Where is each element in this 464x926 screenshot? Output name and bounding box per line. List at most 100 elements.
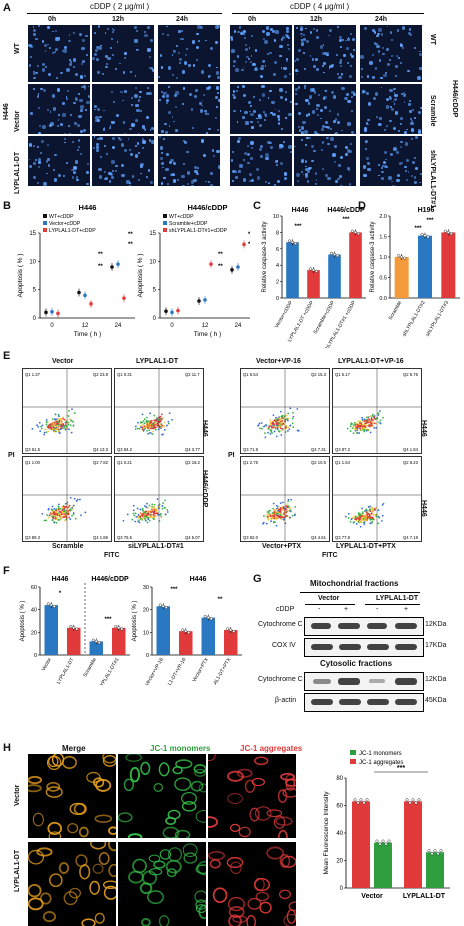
flow-event bbox=[40, 425, 43, 428]
flow-event bbox=[274, 521, 276, 524]
flow-event bbox=[266, 515, 269, 518]
flow-event bbox=[287, 509, 289, 512]
quadrant-label: Q4 1.84 bbox=[403, 447, 419, 452]
flow-event bbox=[36, 424, 38, 427]
flow-event bbox=[260, 422, 263, 424]
flow-event bbox=[72, 504, 75, 507]
flow-event bbox=[344, 515, 347, 518]
cell-outline bbox=[198, 783, 206, 793]
flow-event bbox=[363, 418, 366, 421]
flow-event bbox=[294, 506, 297, 508]
flow-event bbox=[374, 514, 377, 517]
flow-event bbox=[132, 512, 135, 515]
flow-event bbox=[139, 517, 142, 520]
panel-a-left-row-2: Vector bbox=[14, 110, 21, 132]
cell-outline bbox=[247, 898, 262, 910]
wb-row-label-3: Cytochrome C bbox=[258, 676, 303, 683]
flow-event bbox=[277, 419, 279, 422]
cell-outline bbox=[28, 883, 42, 898]
flow-event bbox=[57, 508, 60, 511]
replicate-point bbox=[384, 842, 388, 846]
flow-event bbox=[59, 432, 61, 435]
flow-event bbox=[285, 514, 288, 517]
flow-plot-2: Q1 0.31 Q2 11.7 Q3 84.2 Q4 3.77 bbox=[114, 368, 204, 454]
flow-event bbox=[53, 520, 55, 523]
flow-event bbox=[373, 427, 376, 429]
x-tick-label: shLYPLAL1-DT#3 bbox=[425, 300, 450, 338]
flow-event bbox=[275, 524, 278, 527]
flow-event bbox=[59, 424, 61, 426]
cell-outline bbox=[227, 793, 243, 805]
flow-event bbox=[289, 407, 292, 410]
flow-event bbox=[296, 408, 299, 410]
flow-event bbox=[281, 419, 284, 422]
flow-event bbox=[291, 417, 294, 420]
flow-event bbox=[148, 510, 151, 513]
flow-event bbox=[374, 418, 377, 421]
cell-outline bbox=[158, 762, 170, 777]
flow-event bbox=[146, 521, 149, 524]
replicate-point bbox=[294, 241, 298, 245]
significance-mark: ** bbox=[218, 252, 223, 258]
flow-event bbox=[287, 417, 290, 420]
flow-plot-6: Q1 5.17 Q2 5.76 Q3 87.2 Q4 1.84 bbox=[332, 368, 422, 454]
micrograph-r1-c4 bbox=[230, 25, 292, 82]
flow-event bbox=[134, 428, 137, 430]
flow-event bbox=[283, 513, 285, 515]
y-axis-label: Apoptosis ( % ) bbox=[20, 601, 26, 642]
flow-event bbox=[41, 512, 44, 515]
flow-event bbox=[354, 429, 357, 432]
flow-event bbox=[359, 514, 362, 517]
flow-event bbox=[49, 512, 52, 515]
flow-event bbox=[154, 419, 156, 422]
replicate-point bbox=[403, 256, 407, 260]
x-tick-label: Vector+cDDP bbox=[274, 299, 295, 329]
y-tick-label: 15 bbox=[149, 231, 156, 237]
flow-event bbox=[69, 496, 72, 499]
flow-event bbox=[361, 425, 364, 428]
flow-event bbox=[69, 418, 71, 421]
cell-outline bbox=[266, 809, 283, 817]
flow-event bbox=[287, 412, 290, 415]
flow-event bbox=[52, 513, 54, 515]
bar bbox=[404, 801, 422, 888]
legend-label: shLYPLAL1-DT#1+cDDP bbox=[169, 228, 228, 234]
flow-event bbox=[382, 416, 384, 419]
flow-event bbox=[140, 514, 143, 516]
flow-event bbox=[278, 430, 281, 433]
replicate-point bbox=[359, 798, 363, 802]
flow-event bbox=[358, 513, 361, 515]
quadrant-label: Q3 76.5 bbox=[117, 535, 133, 540]
flow-event bbox=[365, 429, 368, 432]
flow-event bbox=[75, 500, 78, 502]
flow-event bbox=[359, 427, 362, 430]
data-point bbox=[110, 265, 114, 269]
micrograph-r2-c3 bbox=[158, 84, 220, 134]
cell-outline bbox=[92, 863, 104, 874]
flow-event bbox=[59, 511, 62, 513]
flow-event bbox=[140, 426, 142, 429]
legend-label: WT+cDDP bbox=[169, 214, 194, 220]
flow-event bbox=[64, 502, 67, 505]
flow-event bbox=[378, 516, 381, 519]
replicate-point bbox=[75, 627, 79, 631]
flow-event bbox=[275, 518, 278, 521]
cell-outline bbox=[195, 899, 206, 910]
cell-outline bbox=[181, 791, 197, 805]
flow-event bbox=[147, 422, 150, 425]
y-tick-label: 5 bbox=[153, 288, 157, 294]
replicate-point bbox=[291, 240, 295, 244]
cell-outline bbox=[148, 854, 161, 863]
cell-outline bbox=[146, 890, 165, 905]
wb-blot-1 bbox=[304, 617, 424, 636]
flow-event bbox=[271, 512, 274, 514]
flow-title-vector: Vector bbox=[52, 358, 74, 365]
flow-event bbox=[53, 421, 56, 424]
replicate-point bbox=[436, 852, 440, 856]
replicate-point bbox=[387, 839, 391, 843]
y-tick-label: 0 bbox=[153, 316, 157, 322]
y-tick-label: 2 bbox=[276, 280, 279, 286]
flow-bottom-vector-ptx: Vector+PTX bbox=[262, 543, 302, 550]
flow-event bbox=[56, 423, 59, 425]
micrograph-r2-c2 bbox=[92, 84, 154, 134]
